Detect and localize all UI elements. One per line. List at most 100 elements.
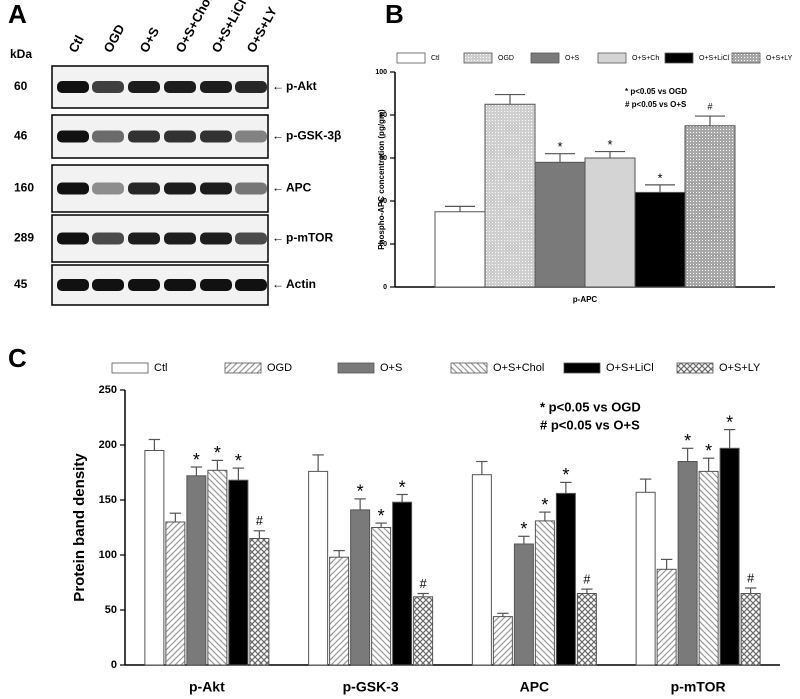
bar bbox=[534, 520, 555, 666]
blot-band bbox=[92, 232, 124, 245]
y-axis-label: Protein band density bbox=[71, 453, 88, 602]
annotation: * p<0.05 vs OGD bbox=[625, 87, 687, 96]
y-tick-label: 20 bbox=[379, 241, 387, 248]
panel-label: B bbox=[385, 0, 404, 29]
kda-label: kDa bbox=[10, 47, 32, 61]
blot-band bbox=[57, 81, 89, 93]
bar bbox=[513, 543, 534, 666]
lane-label: O+S+LY bbox=[243, 4, 280, 55]
significance-marker: * bbox=[520, 519, 527, 539]
bar bbox=[677, 461, 698, 666]
blot-band bbox=[235, 81, 267, 93]
legend-swatch bbox=[530, 52, 560, 64]
blot-band bbox=[92, 279, 124, 291]
blot-band bbox=[128, 182, 160, 195]
lane-label: OGD bbox=[100, 22, 127, 55]
blot-band bbox=[200, 279, 232, 291]
bar bbox=[698, 470, 719, 666]
significance-marker: * bbox=[557, 139, 562, 154]
y-tick-label: 100 bbox=[99, 549, 117, 561]
annotation: * p<0.05 vs OGD bbox=[540, 399, 641, 414]
kda-value: 45 bbox=[14, 277, 28, 291]
blot-band bbox=[57, 182, 89, 195]
legend-label: Ctl bbox=[431, 55, 440, 62]
legend-swatch bbox=[463, 52, 493, 64]
significance-marker: # bbox=[256, 514, 263, 528]
bar bbox=[534, 161, 586, 288]
legend-label: O+S+LY bbox=[766, 55, 793, 62]
significance-marker: # bbox=[747, 571, 754, 585]
kda-value: 46 bbox=[14, 129, 28, 143]
lane-label: O+S bbox=[136, 24, 162, 55]
bar bbox=[350, 509, 371, 666]
blot-band bbox=[128, 81, 160, 93]
significance-marker: * bbox=[607, 137, 612, 152]
significance-marker: # bbox=[583, 572, 590, 586]
legend-label: O+S+Chol bbox=[493, 362, 544, 374]
significance-marker: * bbox=[657, 170, 662, 185]
arrow: ← bbox=[272, 129, 284, 143]
row-label: Actin bbox=[286, 277, 316, 291]
blot-band bbox=[92, 182, 124, 195]
bar bbox=[719, 447, 740, 666]
blot-band bbox=[57, 130, 89, 143]
blot-band bbox=[57, 232, 89, 245]
arrow: ← bbox=[272, 277, 284, 291]
legend-label: OGD bbox=[267, 362, 292, 374]
bar bbox=[413, 596, 434, 666]
legend-swatch bbox=[597, 52, 627, 64]
blot-band bbox=[235, 279, 267, 291]
significance-marker: * bbox=[541, 495, 548, 515]
blot-band bbox=[200, 232, 232, 245]
blot-band bbox=[164, 130, 196, 143]
blot-band bbox=[164, 232, 196, 245]
y-tick-label: 40 bbox=[379, 198, 387, 205]
legend-label: O+S+LY bbox=[719, 362, 761, 374]
bar bbox=[635, 491, 656, 666]
x-tick-label: p-GSK-3 bbox=[343, 679, 399, 695]
x-tick-label: p-Akt bbox=[189, 679, 225, 695]
bar bbox=[144, 450, 165, 666]
legend-swatch bbox=[731, 52, 761, 64]
bar bbox=[434, 211, 486, 288]
legend-label: O+S+Ch bbox=[632, 55, 659, 62]
bar bbox=[484, 103, 536, 288]
legend-label: OGD bbox=[498, 55, 514, 62]
arrow: ← bbox=[272, 231, 284, 245]
bar bbox=[656, 568, 677, 666]
significance-marker: # bbox=[707, 101, 713, 111]
blot-band bbox=[92, 130, 124, 143]
blot-band bbox=[164, 279, 196, 291]
blot-band bbox=[200, 130, 232, 143]
bar bbox=[329, 556, 350, 666]
blot-band bbox=[200, 182, 232, 195]
row-label: p-Akt bbox=[286, 79, 317, 93]
y-tick-label: 200 bbox=[99, 439, 117, 451]
x-tick-label: p-APC bbox=[573, 295, 598, 304]
blot-band bbox=[200, 81, 232, 93]
legend-label: O+S+LiCl bbox=[606, 362, 654, 374]
row-label: p-mTOR bbox=[286, 231, 333, 245]
bar bbox=[684, 125, 736, 288]
bar bbox=[371, 527, 392, 666]
y-tick-label: 150 bbox=[99, 494, 117, 506]
kda-value: 60 bbox=[14, 79, 28, 93]
panel-label: C bbox=[8, 343, 27, 373]
annotation: # p<0.05 vs O+S bbox=[540, 417, 640, 432]
row-label: p-GSK-3β bbox=[286, 129, 341, 143]
significance-marker: * bbox=[357, 482, 364, 502]
bar bbox=[249, 538, 270, 666]
legend-swatch bbox=[563, 362, 601, 374]
bar bbox=[634, 191, 686, 288]
x-tick-label: p-mTOR bbox=[671, 679, 726, 695]
arrow: ← bbox=[272, 79, 284, 93]
y-tick-label: 100 bbox=[375, 69, 387, 76]
kda-value: 289 bbox=[14, 231, 34, 245]
x-tick-label: APC bbox=[520, 679, 550, 695]
significance-marker: # bbox=[420, 577, 427, 591]
bar bbox=[576, 593, 597, 666]
legend-swatch bbox=[450, 362, 488, 374]
bar bbox=[228, 479, 249, 666]
y-tick-label: 60 bbox=[379, 155, 387, 162]
